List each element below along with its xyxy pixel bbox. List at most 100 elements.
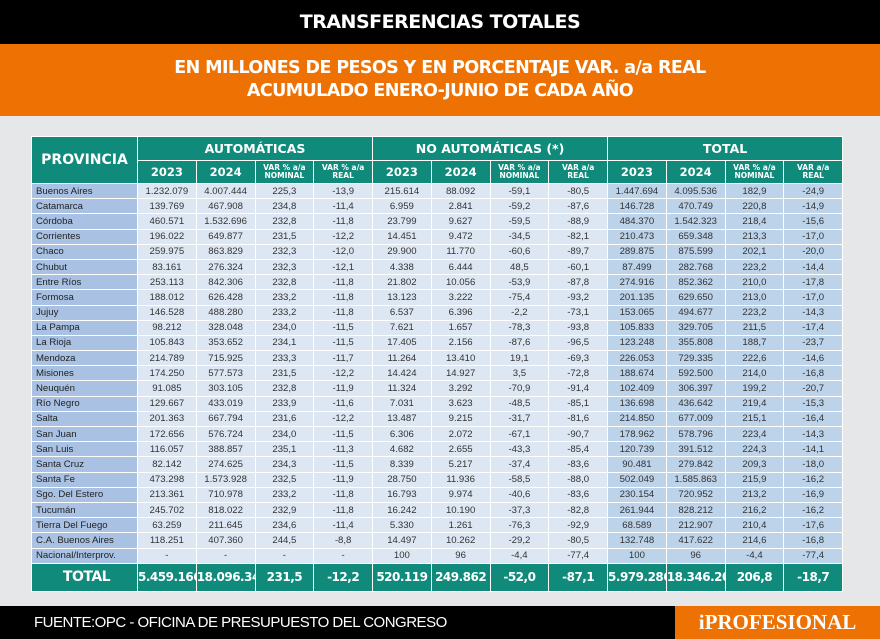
table-cell: 223,4 xyxy=(724,425,785,443)
table-row: C.A. Buenos Aires 118.251 407.360 244,5 -8,8… xyxy=(31,532,844,549)
table-cell: 233,2 xyxy=(254,486,315,503)
table-cell: 1.532.696 xyxy=(195,213,256,230)
table-cell: 82.142 xyxy=(137,456,197,473)
table-cell: 9.627 xyxy=(430,213,491,230)
table-cell: 100 xyxy=(607,547,667,564)
table-cell: 199,2 xyxy=(724,380,785,397)
table-cell: 6.444 xyxy=(430,258,491,276)
table-cell: 14.927 xyxy=(430,365,491,382)
table-cell: -75,4 xyxy=(489,289,550,306)
table-cell: 2.655 xyxy=(430,441,491,458)
table-cell: 576.724 xyxy=(195,425,256,443)
province-name: Salta xyxy=(31,410,138,428)
table-cell: 502.049 xyxy=(607,471,667,488)
table-cell: 213,2 xyxy=(724,486,785,503)
table-cell: -52,0 xyxy=(489,562,550,592)
table-cell: 13.123 xyxy=(372,289,432,306)
table-cell: 231,5 xyxy=(254,365,315,382)
table-cell: 729.335 xyxy=(665,350,726,367)
table-row: Nacional/Interprov. - - - -100 96 -4,4 -77,4 100… xyxy=(31,547,844,564)
table-cell: -96,5 xyxy=(548,334,609,352)
province-name: Santa Fe xyxy=(31,471,138,488)
table-cell: 520.119 xyxy=(372,562,432,592)
table-cell: 274.916 xyxy=(607,274,667,291)
table-cell: -53,9 xyxy=(489,274,550,291)
table-cell: -16,2 xyxy=(783,471,844,488)
column-header: 2024 xyxy=(665,160,726,184)
table-cell: -92,9 xyxy=(548,517,609,534)
table-cell: - xyxy=(195,547,256,564)
table-cell: 1.447.694 xyxy=(607,182,667,200)
table-cell: 96 xyxy=(430,547,491,564)
table-cell: -88,0 xyxy=(548,471,609,488)
table-cell: -87,8 xyxy=(548,274,609,291)
table-cell: -87,1 xyxy=(548,562,609,592)
province-name: Nacional/Interprov. xyxy=(31,547,138,564)
table-cell: 88.092 xyxy=(430,182,491,200)
table-cell: 279.842 xyxy=(665,456,726,473)
table-cell: 188,7 xyxy=(724,334,785,352)
table-cell: 720.952 xyxy=(665,486,726,503)
table-cell: -11,5 xyxy=(313,319,374,336)
table-row: Entre Ríos 253.113 842.306 232,8 -11,8 21.802… xyxy=(31,274,844,291)
table-cell: -14,4 xyxy=(783,258,844,276)
table-cell: 234,1 xyxy=(254,334,315,352)
table-cell: -16,9 xyxy=(783,486,844,503)
table-cell: -11,8 xyxy=(313,274,374,291)
table-cell: 388.857 xyxy=(195,441,256,458)
subtitle: EN MILLONES DE PESOS Y EN PORCENTAJE VAR… xyxy=(0,44,880,116)
table-cell: 10.262 xyxy=(430,532,491,549)
table-cell: 10.056 xyxy=(430,274,491,291)
table-cell: 417.622 xyxy=(665,532,726,549)
table-cell: 105.833 xyxy=(607,319,667,336)
table-cell: 234,0 xyxy=(254,319,315,336)
table-cell: 436.642 xyxy=(665,395,726,412)
table-cell: -78,3 xyxy=(489,319,550,336)
table-cell: 21.802 xyxy=(372,274,432,291)
province-name: Entre Ríos xyxy=(31,274,138,291)
table-cell: 132.748 xyxy=(607,532,667,549)
province-name: San Luis xyxy=(31,441,138,458)
table-row: Mendoza 214.789 715.925 233,3 -11,7 11.264 13.… xyxy=(31,350,844,367)
table-row: Corrientes 196.022 649.877 231,5 -12,2 14.451… xyxy=(31,228,844,245)
table-cell: 232,3 xyxy=(254,243,315,260)
column-header-line: NOMINAL xyxy=(734,171,775,180)
table-cell: 629.650 xyxy=(665,289,726,306)
source-note: FUENTE:OPC - OFICINA DE PRESUPUESTO DEL … xyxy=(34,614,447,631)
table-cell: -77,4 xyxy=(783,547,844,564)
table-cell: 5.330 xyxy=(372,517,432,534)
table-cell: 214.789 xyxy=(137,350,197,367)
table-cell: 328.048 xyxy=(195,319,256,336)
table-cell: 488.280 xyxy=(195,304,256,321)
table-cell: 11.324 xyxy=(372,380,432,397)
table-cell: -58,5 xyxy=(489,471,550,488)
table-cell: 626.428 xyxy=(195,289,256,306)
table-cell: 253.113 xyxy=(137,274,197,291)
table-cell: -16,2 xyxy=(783,501,844,519)
province-name: La Rioja xyxy=(31,334,138,352)
province-name: Neuquén xyxy=(31,380,138,397)
table-cell: -83,6 xyxy=(548,486,609,503)
table-row: Neuquén 91.085 303.105 232,8 -11,9 11.324 3.29… xyxy=(31,380,844,397)
table-cell: -73,1 xyxy=(548,304,609,321)
province-name: Santa Cruz xyxy=(31,456,138,473)
table-row: Río Negro 129.667 433.019 233,9 -11,6 7.031 3.… xyxy=(31,395,844,412)
table-cell: 1.232.079 xyxy=(137,182,197,200)
table-cell: 182,9 xyxy=(724,182,785,200)
table-cell: 274.625 xyxy=(195,456,256,473)
table-cell: 9.974 xyxy=(430,486,491,503)
table-row: Formosa 188.012 626.428 233,2 -11,8 13.123 3.2… xyxy=(31,289,844,306)
table-cell: -11,8 xyxy=(313,289,374,306)
table-cell: 224,3 xyxy=(724,441,785,458)
table-cell: -48,5 xyxy=(489,395,550,412)
table-cell: -14,3 xyxy=(783,425,844,443)
table-cell: 10.190 xyxy=(430,501,491,519)
table-row: Sgo. Del Estero 213.361 710.978 233,2 -11,8 1… xyxy=(31,486,844,503)
table-cell: 102.409 xyxy=(607,380,667,397)
table-cell: 98.212 xyxy=(137,319,197,336)
table-cell: 231,5 xyxy=(254,562,315,592)
table-cell: 234,0 xyxy=(254,425,315,443)
column-header: VAR % a/a NOMINAL xyxy=(254,160,315,184)
table-row: Catamarca 139.769 467.908 234,8 -11,4 6.959 2.… xyxy=(31,198,844,215)
table-cell: 5.217 xyxy=(430,456,491,473)
